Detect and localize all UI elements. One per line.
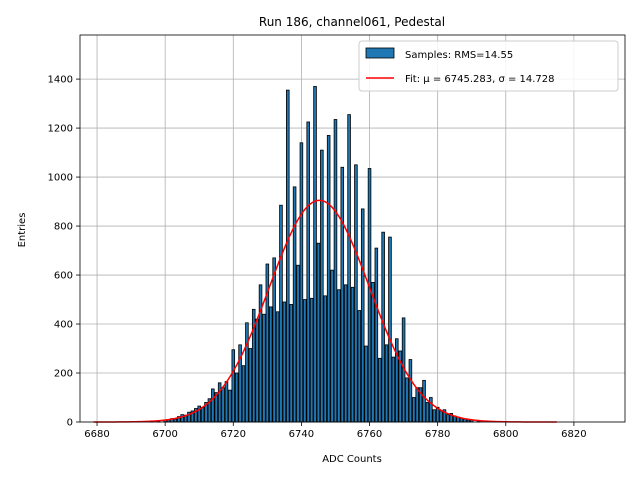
y-tick-label: 600 bbox=[54, 271, 73, 282]
y-tick-label: 0 bbox=[67, 418, 73, 429]
histogram-bar bbox=[262, 313, 266, 423]
histogram-bar bbox=[347, 114, 351, 423]
histogram-bar bbox=[340, 166, 345, 423]
x-tick-label: 6700 bbox=[152, 429, 177, 440]
histogram-bar bbox=[371, 281, 375, 423]
histogram-bar bbox=[255, 318, 259, 423]
legend-label-fit: Fit: μ = 6745.283, σ = 14.728 bbox=[405, 74, 555, 85]
histogram-bar bbox=[412, 397, 416, 423]
x-tick-label: 6820 bbox=[561, 429, 586, 440]
y-tick-label: 1000 bbox=[48, 173, 73, 184]
x-tick-label: 6740 bbox=[289, 429, 314, 440]
histogram-bar bbox=[234, 372, 239, 423]
histogram-bar bbox=[217, 382, 222, 423]
histogram-bar bbox=[374, 247, 379, 423]
histogram-bar bbox=[446, 414, 450, 423]
histogram-bar bbox=[292, 186, 297, 423]
histogram-bar bbox=[316, 242, 321, 423]
histogram-bar bbox=[279, 204, 283, 423]
histogram-bar bbox=[337, 289, 341, 423]
histogram-bar bbox=[245, 322, 249, 423]
y-tick-label: 1200 bbox=[48, 124, 73, 135]
histogram-bar bbox=[422, 379, 426, 423]
histogram-bar bbox=[265, 263, 270, 423]
histogram-bar bbox=[248, 348, 253, 423]
histogram-bar bbox=[282, 301, 287, 423]
histogram-bar bbox=[299, 142, 304, 423]
chart-title: Run 186, channel061, Pedestal bbox=[259, 15, 445, 29]
x-tick-label: 6680 bbox=[84, 429, 109, 440]
histogram-bar bbox=[343, 284, 348, 423]
histogram-bar bbox=[272, 257, 276, 423]
histogram-bar bbox=[350, 286, 355, 423]
histogram-bar bbox=[200, 406, 205, 423]
x-axis-ticks: 6680 6700 6720 6740 6760 6780 6800 6820 bbox=[84, 422, 587, 440]
histogram-bar bbox=[323, 295, 328, 423]
y-tick-label: 1400 bbox=[48, 75, 73, 86]
legend-box bbox=[358, 40, 619, 92]
histogram-bar bbox=[405, 377, 409, 423]
histogram-bar bbox=[320, 149, 324, 423]
histogram-bar bbox=[211, 388, 215, 423]
x-tick-label: 6760 bbox=[357, 429, 382, 440]
x-axis-label: ADC Counts bbox=[322, 454, 382, 465]
y-axis-label: Entries bbox=[17, 213, 28, 248]
y-tick-label: 800 bbox=[54, 222, 73, 233]
histogram-bar bbox=[224, 381, 229, 423]
histogram-bar bbox=[221, 387, 225, 423]
histogram-bar bbox=[333, 119, 338, 423]
histogram-bar bbox=[425, 402, 430, 423]
histogram-bar bbox=[268, 306, 273, 423]
histogram-bar bbox=[286, 89, 290, 423]
histogram-bar bbox=[296, 264, 300, 423]
x-tick-label: 6720 bbox=[221, 429, 246, 440]
histogram-bar bbox=[326, 135, 331, 423]
legend-swatch-samples bbox=[365, 47, 395, 59]
histogram-bar bbox=[357, 310, 362, 423]
histogram-bar bbox=[367, 168, 372, 423]
x-tick-label: 6780 bbox=[425, 429, 450, 440]
y-tick-label: 200 bbox=[54, 369, 73, 380]
histogram-bar bbox=[309, 297, 314, 423]
histogram-bar bbox=[275, 311, 280, 423]
histogram-bar bbox=[377, 357, 382, 423]
histogram-bar bbox=[313, 86, 317, 423]
histogram-bar bbox=[258, 284, 263, 423]
histogram-bar bbox=[228, 389, 232, 423]
histogram-bar bbox=[303, 299, 307, 423]
histogram-bar bbox=[364, 345, 368, 423]
fit-curve bbox=[93, 199, 557, 423]
histogram-bar bbox=[289, 304, 293, 423]
histogram-bar bbox=[388, 236, 392, 423]
legend: Samples: RMS=14.55 Fit: μ = 6745.283, σ … bbox=[358, 40, 619, 92]
legend-label-samples: Samples: RMS=14.55 bbox=[405, 50, 513, 61]
y-tick-label: 400 bbox=[54, 320, 73, 331]
histogram-bar bbox=[330, 269, 334, 423]
histogram-bar bbox=[241, 365, 246, 423]
histogram-bar bbox=[173, 418, 178, 423]
histogram-bar bbox=[439, 410, 443, 423]
histogram-bar bbox=[354, 164, 358, 423]
histogram-bar bbox=[306, 121, 310, 423]
histogram-bar bbox=[432, 409, 437, 423]
histogram-bar bbox=[415, 387, 419, 423]
x-tick-label: 6800 bbox=[493, 429, 518, 440]
y-axis-ticks: 0 200 400 600 800 1000 1200 1400 bbox=[48, 75, 80, 429]
plot-frame bbox=[79, 34, 626, 423]
histogram-bars bbox=[149, 86, 481, 423]
histogram-bar bbox=[360, 208, 365, 423]
histogram-bar bbox=[408, 359, 413, 423]
histogram-bar bbox=[391, 356, 396, 423]
histogram-bar bbox=[384, 344, 389, 423]
histogram-bar bbox=[429, 397, 433, 423]
histogram-bar bbox=[231, 349, 236, 423]
